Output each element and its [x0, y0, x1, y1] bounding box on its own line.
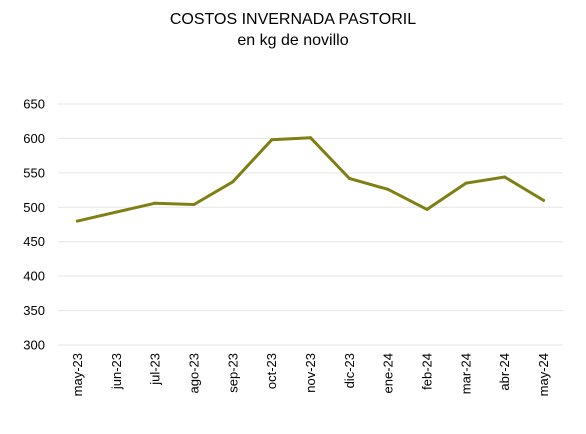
data-point: [231, 180, 235, 184]
gridlines: [58, 103, 563, 346]
x-tick-label: feb-24: [420, 353, 435, 390]
x-tick-label: jun-23: [109, 353, 124, 390]
data-point: [347, 176, 351, 180]
data-point: [309, 136, 312, 140]
x-tick-label: jul-23: [148, 353, 163, 386]
data-point: [542, 198, 546, 202]
y-axis-ticks: 300 350 400 450 500 550 600 650: [23, 97, 45, 353]
x-tick-label: ago-23: [186, 353, 201, 393]
chart-title: COSTOS INVERNADA PASTORIL: [169, 11, 417, 28]
x-tick-label: sep-23: [225, 353, 240, 393]
data-point: [75, 219, 79, 223]
y-tick-label: 350: [23, 303, 45, 318]
x-tick-label: dic-23: [342, 353, 357, 388]
x-tick-label: nov-23: [303, 353, 318, 393]
data-point: [114, 210, 118, 214]
chart-subtitle: en kg de novillo: [237, 32, 349, 49]
x-tick-label: may-23: [70, 353, 85, 396]
data-point: [464, 181, 468, 185]
series-group: [75, 136, 546, 223]
data-point: [270, 138, 274, 142]
data-point: [192, 203, 196, 207]
y-tick-label: 650: [23, 97, 45, 112]
y-tick-label: 600: [23, 131, 45, 146]
y-tick-label: 500: [23, 200, 45, 215]
y-tick-label: 400: [23, 269, 45, 284]
x-tick-label: abr-24: [497, 353, 512, 391]
x-tick-label: may-24: [536, 353, 551, 396]
x-tick-label: mar-24: [458, 353, 473, 394]
y-tick-label: 450: [23, 234, 45, 249]
x-tick-label: ene-24: [381, 353, 396, 393]
data-point: [503, 175, 507, 179]
x-tick-label: oct-23: [264, 353, 279, 389]
y-tick-label: 550: [23, 165, 45, 180]
data-point: [386, 187, 390, 191]
series-line: [75, 136, 546, 223]
x-axis-ticks: may-23 jun-23 jul-23 ago-23 sep-23 oct-23 nov-…: [70, 353, 551, 396]
data-point: [153, 201, 157, 205]
data-point: [425, 207, 429, 211]
y-tick-label: 300: [23, 338, 45, 353]
